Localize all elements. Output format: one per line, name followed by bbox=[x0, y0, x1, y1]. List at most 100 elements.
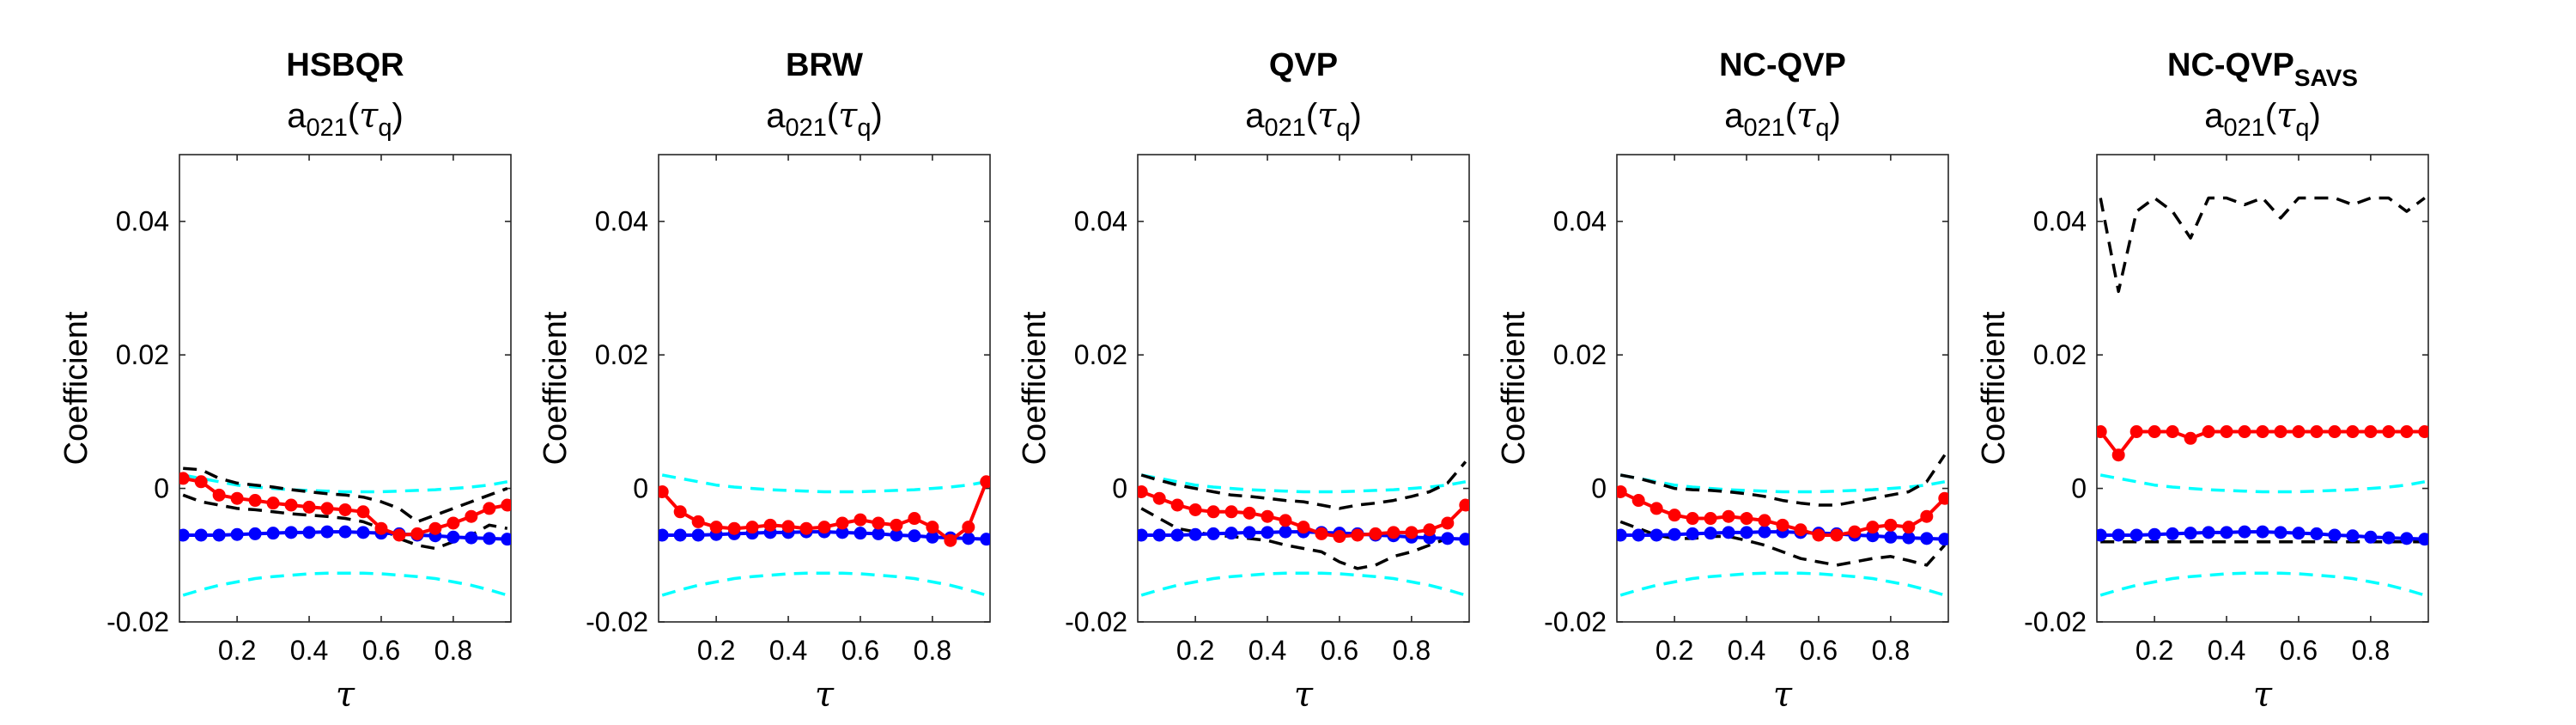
series-point-estimate bbox=[1794, 523, 1807, 537]
series-point-estimate bbox=[2111, 448, 2125, 462]
series-point-reference bbox=[302, 526, 316, 539]
chart-title-subscript: SAVS bbox=[2294, 64, 2358, 91]
series-point-estimate bbox=[1649, 502, 1663, 515]
y-tick-label: -0.02 bbox=[106, 606, 169, 637]
series-point-estimate bbox=[709, 521, 723, 534]
series-point-reference bbox=[2111, 528, 2125, 542]
y-tick-label: 0.04 bbox=[595, 206, 648, 237]
series-line-true-band bbox=[182, 571, 508, 597]
y-axis-label: Coefficient bbox=[1496, 311, 1532, 465]
series-line-true-band bbox=[1140, 473, 1467, 494]
chart-subtitle: a021(τq) bbox=[287, 96, 404, 142]
series-point-reference bbox=[1170, 528, 1184, 542]
subtitle-paren-close: ) bbox=[1350, 97, 1361, 135]
series-point-estimate bbox=[1297, 521, 1310, 534]
series-point-reference bbox=[2292, 527, 2306, 540]
series-point-estimate bbox=[2256, 425, 2269, 439]
series-point-reference bbox=[447, 530, 460, 544]
series-point-estimate bbox=[501, 498, 511, 512]
x-tick-label: 0.4 bbox=[2208, 635, 2245, 666]
subtitle-tau: τ bbox=[838, 96, 858, 136]
subtitle-sub1: 021 bbox=[2223, 114, 2264, 142]
y-tick-label: 0 bbox=[1591, 473, 1607, 504]
series-point-estimate bbox=[2129, 425, 2143, 439]
series-point-reference bbox=[338, 525, 352, 539]
series-point-estimate bbox=[2220, 425, 2233, 439]
subtitle-base: a bbox=[1724, 97, 1744, 135]
series-point-estimate bbox=[194, 475, 208, 489]
subtitle-tau: τ bbox=[1317, 96, 1337, 136]
series-point-estimate bbox=[2346, 425, 2360, 439]
y-tick-label: 0 bbox=[1112, 473, 1127, 504]
subtitle-sub2: q bbox=[857, 114, 871, 142]
series-point-reference bbox=[1242, 526, 1256, 539]
series-point-estimate bbox=[248, 494, 262, 508]
plot-area-frame bbox=[1137, 154, 1470, 623]
subtitle-sub2: q bbox=[1815, 114, 1829, 142]
subtitle-sub1: 021 bbox=[1743, 114, 1784, 142]
series-line-true-band bbox=[2099, 571, 2426, 597]
series-point-estimate bbox=[872, 516, 885, 530]
series-point-estimate bbox=[659, 484, 669, 498]
series-point-reference bbox=[194, 528, 208, 542]
series-point-estimate bbox=[854, 513, 867, 527]
series-point-reference bbox=[1758, 525, 1771, 539]
series-point-estimate bbox=[338, 503, 352, 516]
series-point-estimate bbox=[483, 502, 496, 515]
subtitle-paren-close: ) bbox=[392, 97, 403, 135]
chart-title: NC-QVPSAVS bbox=[2167, 47, 2358, 91]
x-tick-label: 0.8 bbox=[1872, 635, 1910, 666]
series-line-true-band bbox=[661, 473, 987, 494]
subtitle-tau: τ bbox=[359, 96, 379, 136]
y-tick-label: 0.02 bbox=[2033, 339, 2087, 370]
series-point-estimate bbox=[2148, 425, 2161, 439]
x-tick-label: 0.4 bbox=[1728, 635, 1765, 666]
series-point-reference bbox=[483, 532, 496, 545]
series-point-reference bbox=[1686, 527, 1699, 540]
y-tick-label: 0.02 bbox=[1553, 339, 1607, 370]
series-point-reference bbox=[465, 531, 478, 545]
x-tick-label: 0.2 bbox=[1176, 635, 1214, 666]
series-point-estimate bbox=[1333, 530, 1346, 544]
series-point-estimate bbox=[230, 491, 244, 505]
series-point-reference bbox=[1920, 532, 1934, 545]
series-point-estimate bbox=[1441, 516, 1455, 530]
series-point-estimate bbox=[1830, 528, 1844, 542]
series-point-estimate bbox=[1459, 498, 1469, 512]
series-point-estimate bbox=[1902, 521, 1916, 534]
series-line-true-band bbox=[1140, 571, 1467, 597]
series-point-estimate bbox=[673, 505, 687, 519]
series-point-reference bbox=[980, 533, 990, 546]
x-tick-label: 0.2 bbox=[2136, 635, 2173, 666]
series-point-estimate bbox=[2097, 425, 2107, 439]
series-point-estimate bbox=[1776, 518, 1789, 532]
subtitle-sub1: 021 bbox=[306, 114, 347, 142]
series-point-estimate bbox=[1866, 521, 1880, 534]
series-point-estimate bbox=[284, 498, 298, 512]
series-point-reference bbox=[854, 527, 867, 540]
y-tick-label: 0.02 bbox=[595, 339, 648, 370]
y-tick-label: 0.04 bbox=[116, 206, 169, 237]
chart-title: BRW bbox=[786, 47, 863, 83]
y-tick-label: 0.04 bbox=[1553, 206, 1607, 237]
subtitle-sub1: 021 bbox=[1264, 114, 1305, 142]
x-tick-label: 0.6 bbox=[1800, 635, 1838, 666]
series-point-reference bbox=[691, 528, 705, 542]
series-point-reference bbox=[2400, 532, 2414, 545]
series-point-estimate bbox=[962, 521, 975, 534]
chart-title-main: QVP bbox=[1269, 47, 1338, 83]
series-point-reference bbox=[2364, 530, 2378, 544]
x-tick-label: 0.4 bbox=[290, 635, 328, 666]
series-point-reference bbox=[356, 526, 370, 539]
y-tick-label: 0.02 bbox=[116, 339, 169, 370]
series-point-estimate bbox=[1188, 503, 1202, 516]
subtitle-paren-close: ) bbox=[2309, 97, 2320, 135]
y-axis-label: Coefficient bbox=[1976, 311, 2012, 465]
series-point-reference bbox=[1224, 527, 1238, 540]
series-point-estimate bbox=[1170, 498, 1184, 512]
series-point-estimate bbox=[781, 520, 795, 533]
plot-area-frame bbox=[179, 154, 512, 623]
subtitle-paren-open: ( bbox=[348, 97, 360, 135]
